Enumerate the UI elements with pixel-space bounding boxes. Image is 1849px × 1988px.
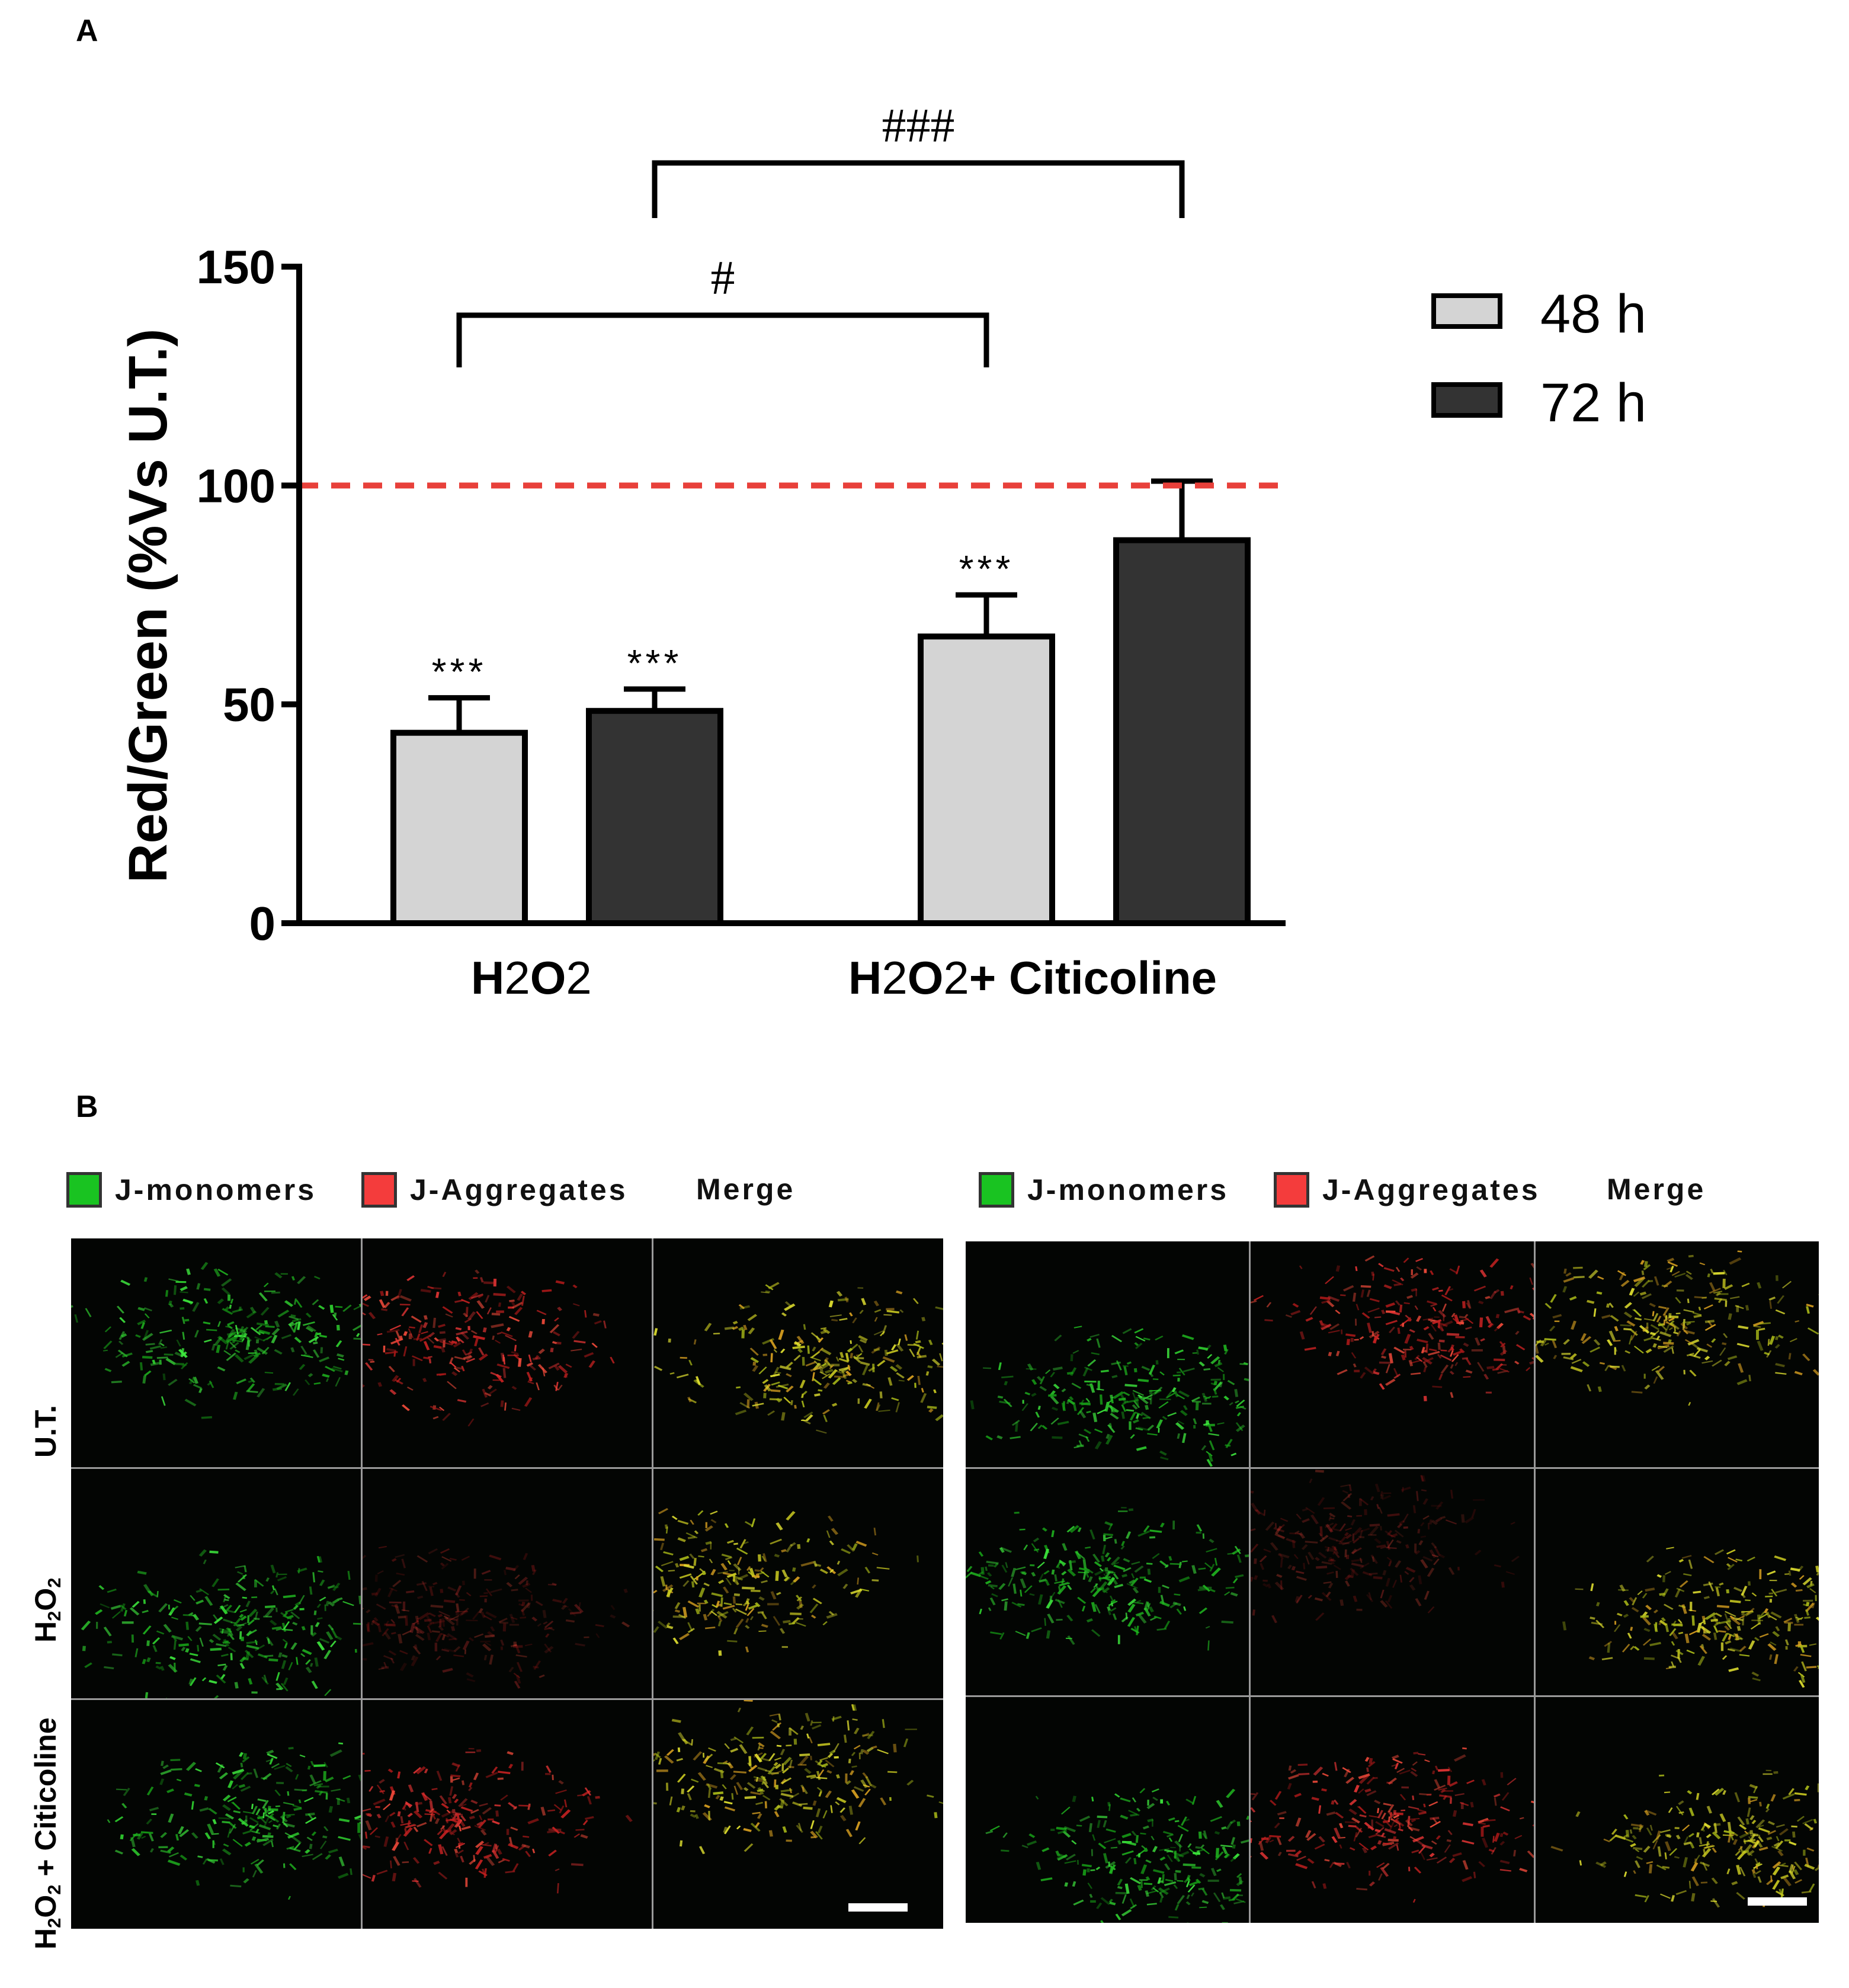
micrograph-tile bbox=[653, 1238, 943, 1468]
bar-48h-1 bbox=[918, 633, 1055, 926]
channel-label: Merge bbox=[1607, 1173, 1706, 1206]
micrograph-grid-left bbox=[71, 1238, 943, 1929]
fluorescence-image bbox=[362, 1269, 615, 1427]
fluorescence-image bbox=[1550, 1769, 1819, 1908]
bar-48h-0 bbox=[390, 729, 528, 927]
channel-legend-right-monomers: J-monomers bbox=[979, 1172, 1229, 1208]
panel-a-label: A bbox=[76, 14, 98, 48]
micrograph-grid-right bbox=[966, 1241, 1819, 1923]
fluorescence-image bbox=[362, 1546, 630, 1689]
scale-bar-left bbox=[848, 1903, 908, 1912]
micrograph-tile bbox=[653, 1469, 943, 1698]
micrograph-tile bbox=[966, 1696, 1249, 1923]
micrograph-tile bbox=[71, 1238, 361, 1468]
fluorescence-image bbox=[653, 1282, 943, 1434]
micrograph-tile bbox=[1251, 1469, 1534, 1695]
fluorescence-image bbox=[1251, 1747, 1534, 1903]
channel-legend-right-aggregates: J-Aggregates bbox=[1274, 1172, 1540, 1208]
bar-72h-1 bbox=[1113, 537, 1251, 926]
legend-swatch-72h bbox=[1431, 382, 1502, 418]
panel-b-label: B bbox=[76, 1090, 98, 1124]
x-category-label-h2o2: H2O2 bbox=[471, 952, 592, 1004]
micrograph-tile bbox=[653, 1699, 943, 1929]
row-label-h2o2: H2O2 bbox=[29, 1577, 65, 1643]
bracket-line bbox=[456, 312, 989, 367]
row-label-ut: U.T. bbox=[29, 1405, 62, 1458]
legend-swatch-48h bbox=[1431, 293, 1502, 329]
fluorescence-image bbox=[71, 1262, 361, 1419]
channel-label: Merge bbox=[696, 1173, 796, 1206]
bracket-label: # bbox=[711, 251, 735, 305]
micrograph-tile bbox=[362, 1238, 652, 1468]
bracket-line bbox=[652, 160, 1185, 218]
fluorescence-image bbox=[985, 1788, 1249, 1923]
fluorescence-image bbox=[1251, 1255, 1534, 1401]
micrograph-tile bbox=[1251, 1241, 1534, 1468]
fluorescence-image bbox=[107, 1742, 361, 1900]
fluorescence-image bbox=[966, 1507, 1249, 1651]
micrograph-tile bbox=[1536, 1469, 1819, 1695]
bracket-label: ### bbox=[882, 98, 955, 152]
channel-label: J-monomers bbox=[115, 1173, 317, 1206]
y-axis-label: Red/Green (%Vs U.T.) bbox=[118, 328, 178, 883]
channel-label: J-Aggregates bbox=[410, 1173, 628, 1206]
channel-legend-left-merge: Merge bbox=[696, 1172, 795, 1206]
red-square-icon bbox=[361, 1172, 397, 1208]
micrograph-tile bbox=[1536, 1696, 1819, 1923]
green-square-icon bbox=[66, 1172, 102, 1208]
micrograph-tile bbox=[1536, 1241, 1819, 1468]
fluorescence-image bbox=[970, 1326, 1249, 1467]
fluorescence-image bbox=[1536, 1250, 1819, 1406]
channel-legend-left-monomers: J-monomers bbox=[66, 1172, 316, 1208]
micrograph-tile bbox=[1251, 1696, 1534, 1923]
fluorescence-image bbox=[1251, 1470, 1520, 1624]
green-square-icon bbox=[979, 1172, 1014, 1208]
significance-stars: *** bbox=[627, 642, 682, 684]
channel-label: J-monomers bbox=[1027, 1173, 1229, 1206]
legend-label-48h: 48 h bbox=[1540, 284, 1647, 344]
fluorescence-image bbox=[653, 1699, 943, 1854]
fluorescence-image bbox=[362, 1747, 633, 1894]
significance-stars: *** bbox=[432, 651, 487, 693]
micrograph-tile bbox=[362, 1469, 652, 1698]
y-tick-label: 100 bbox=[197, 459, 275, 512]
significance-stars: *** bbox=[959, 548, 1014, 590]
scale-bar-right bbox=[1748, 1897, 1807, 1906]
y-tick-label: 50 bbox=[223, 678, 275, 731]
micrograph-tile bbox=[71, 1699, 361, 1929]
micrograph-tile bbox=[71, 1469, 361, 1698]
y-tick-label: 150 bbox=[197, 241, 275, 293]
micrograph-tile bbox=[966, 1469, 1249, 1695]
significance-bracket-48h: # bbox=[456, 251, 989, 367]
red-square-icon bbox=[1274, 1172, 1309, 1208]
bar-72h-0 bbox=[586, 708, 723, 927]
fluorescence-image bbox=[1562, 1547, 1819, 1688]
micrograph-tile bbox=[966, 1241, 1249, 1468]
channel-legend-right-merge: Merge bbox=[1607, 1172, 1706, 1206]
y-tick-label: 0 bbox=[249, 897, 276, 950]
x-category-label-h2o2-citicoline: H2O2+ Citicoline bbox=[848, 952, 1217, 1004]
channel-label: J-Aggregates bbox=[1322, 1173, 1540, 1206]
fluorescence-image bbox=[81, 1549, 361, 1698]
legend-label-72h: 72 h bbox=[1540, 373, 1647, 433]
row-label-h2o2-citicoline: H2O2 + Citicoline bbox=[29, 1717, 65, 1949]
significance-bracket-72h: ### bbox=[652, 98, 1185, 218]
micrograph-tile bbox=[362, 1699, 652, 1929]
channel-legend-left-aggregates: J-Aggregates bbox=[361, 1172, 628, 1208]
fluorescence-image bbox=[653, 1508, 919, 1656]
